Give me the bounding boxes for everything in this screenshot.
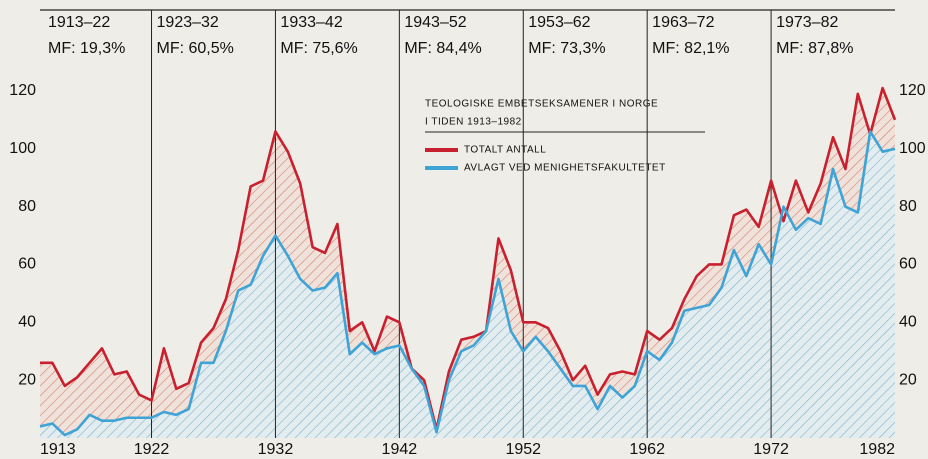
period-share: MF: 60,5% [157, 40, 234, 57]
legend-title: TEOLOGISKE EMBETSEKSAMENER I NORGE [425, 99, 658, 110]
y2-tick-label: 80 [899, 198, 917, 215]
y-tick-label: 120 [9, 82, 36, 99]
legend-subtitle: I TIDEN 1913–1982 [425, 117, 522, 128]
y-tick-label: 80 [18, 198, 36, 215]
series-line [40, 86, 897, 431]
period-label: 1923–32 [157, 14, 219, 31]
x-tick-label: 1932 [258, 441, 294, 458]
series-area [40, 131, 895, 438]
legend-label: AVLAGT VED MENIGHETSFAKULTETET [464, 163, 666, 174]
y2-tick-label: 40 [899, 314, 917, 331]
period-share: MF: 75,6% [280, 40, 357, 57]
period-label: 1963–72 [652, 14, 714, 31]
period-share: MF: 84,4% [404, 40, 481, 57]
x-tick-label: 1922 [134, 441, 170, 458]
period-share: MF: 19,3% [48, 40, 125, 57]
y-tick-label: 20 [18, 371, 36, 388]
x-tick-label: 1913 [40, 441, 76, 458]
period-share: MF: 87,8% [776, 40, 853, 57]
period-label: 1973–82 [776, 14, 838, 31]
x-tick-label: 1962 [629, 441, 665, 458]
y-tick-label: 40 [18, 314, 36, 331]
period-label: 1913–22 [48, 14, 110, 31]
x-tick-label: 1952 [505, 441, 541, 458]
y2-tick-label: 120 [899, 82, 926, 99]
period-label: 1933–42 [280, 14, 342, 31]
period-share: MF: 82,1% [652, 40, 729, 57]
y2-tick-label: 60 [899, 256, 917, 273]
legend-label: TOTALT ANTALL [464, 145, 546, 156]
x-tick-label: 1982 [859, 441, 895, 458]
period-label: 1943–52 [404, 14, 466, 31]
series-line [39, 130, 896, 437]
y-tick-label: 60 [18, 256, 36, 273]
y2-tick-label: 100 [899, 140, 926, 157]
x-tick-label: 1942 [382, 441, 418, 458]
y2-tick-label: 20 [899, 371, 917, 388]
y-tick-label: 100 [9, 140, 36, 157]
period-share: MF: 73,3% [528, 40, 605, 57]
period-label: 1953–62 [528, 14, 590, 31]
x-tick-label: 1972 [753, 441, 789, 458]
